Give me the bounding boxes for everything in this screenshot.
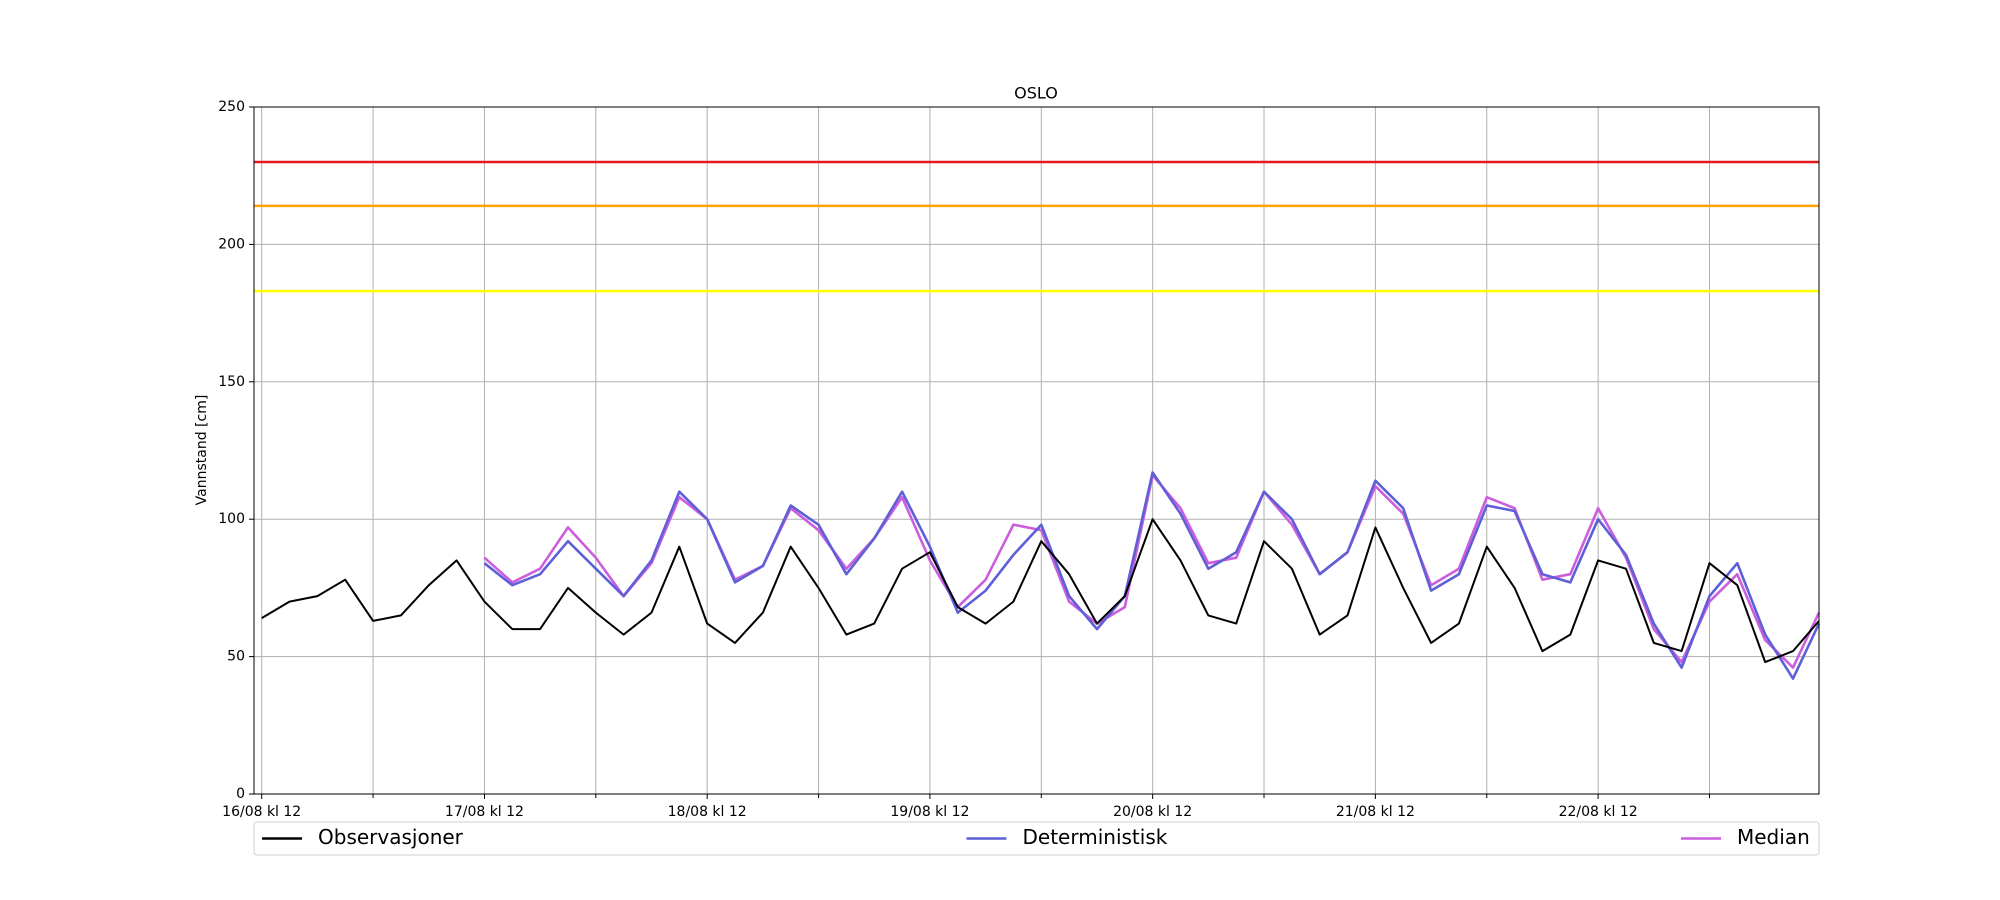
- y-tick-label: 0: [236, 786, 245, 802]
- legend-label: Deterministisk: [1023, 825, 1168, 849]
- series-line: [483, 473, 1821, 669]
- series-line: [261, 518, 1820, 664]
- x-tick-label: 17/08 kl 12: [445, 804, 524, 820]
- x-tick-label: 19/08 kl 12: [890, 804, 969, 820]
- x-tick-label: 21/08 kl 12: [1336, 804, 1415, 820]
- y-tick-label: 150: [218, 374, 245, 390]
- legend-box: [253, 821, 1820, 856]
- y-tick-label: 50: [227, 649, 245, 665]
- x-tick-label: 20/08 kl 12: [1113, 804, 1192, 820]
- y-tick-label: 100: [218, 511, 245, 527]
- legend-label: Median: [1737, 825, 1810, 849]
- plot-frame: [253, 106, 1820, 795]
- y-tick-label: 250: [218, 99, 245, 115]
- series-line: [483, 471, 1821, 680]
- chart-title: OSLO: [1014, 84, 1058, 103]
- y-axis-label: Vannstand [cm]: [194, 395, 210, 506]
- legend-label: Observasjoner: [318, 825, 464, 849]
- x-tick-label: 18/08 kl 12: [668, 804, 747, 820]
- x-tick-label: 16/08 kl 12: [222, 804, 301, 820]
- y-tick-label: 200: [218, 236, 245, 252]
- x-tick-label: 22/08 kl 12: [1559, 804, 1638, 820]
